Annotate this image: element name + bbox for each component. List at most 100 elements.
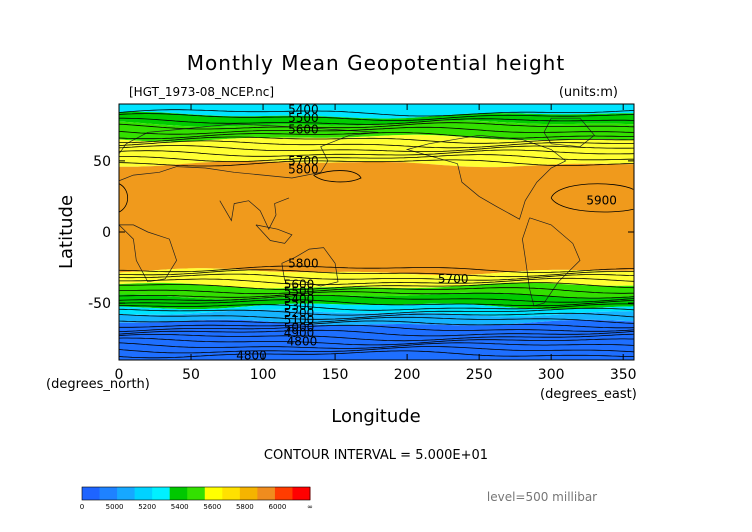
y-axis-ticks: 50 0 -50 [88,154,634,312]
y-unit-label: (degrees_north) [46,377,150,392]
contour-line [119,303,634,311]
colorbar-segment [292,487,311,500]
contour-labels: 5400550056005700580059005800570056005500… [236,103,617,363]
contour-line [119,269,634,278]
coastline-4 [405,134,567,220]
contour-line [119,273,634,281]
contour-line [119,277,634,286]
contour-line [119,287,634,295]
units-label: (units:m) [559,85,618,100]
contour-label: 5000 [284,320,315,334]
x-tick-label: 150 [322,367,349,383]
contour-line [119,350,634,359]
chart-title: Monthly Mean Geopotential height [187,51,565,75]
contour-line [119,140,634,149]
colorbar-segment [204,487,223,500]
contour-interval-label: CONTOUR INTERVAL = 5.000E+01 [264,448,488,463]
contour-line [119,136,634,144]
contour-lines [119,109,634,359]
contour-line [119,329,634,337]
contour-line [119,294,634,303]
contour-label: 5700 [438,272,469,286]
colorbar-segment [187,487,206,500]
contour-line [119,109,634,117]
colorbar-segment [99,487,118,500]
contour-label: 5600 [288,123,319,137]
contour-5900-west [119,183,129,213]
colorbar-segment [239,487,258,500]
x-tick-label: 250 [466,367,493,383]
contour-5900-pacific [313,170,362,183]
contour-line [119,346,634,354]
band-0 [119,104,634,119]
x-axis-title: Longitude [331,406,421,427]
contour-label: 5700 [288,154,319,168]
contour-line [119,291,634,299]
contour-line [119,320,634,329]
contour-line [119,145,634,152]
colorbar-tick-label: 5200 [138,503,156,511]
contour-line [119,316,634,324]
contour-line [119,307,634,316]
x-axis-ticks: 0 50 100 150 200 250 300 350 [115,104,637,383]
contour-label: 4900 [284,326,315,340]
contour-label: 4800 [236,349,267,363]
contour-label: 5500 [284,285,315,299]
level-label: level=500 millibar [487,490,597,504]
x-tick-label: 0 [115,367,124,383]
colorbar-segment [169,487,188,500]
colorbar-segment [274,487,293,500]
x-unit-label: (degrees_east) [540,387,637,402]
coastline-3 [522,217,581,307]
contour-line [119,113,634,121]
colorbar-segment [117,487,136,500]
contour-line [119,159,634,167]
contour-line [119,337,634,346]
contour-label: 5800 [288,256,319,270]
contour-line [119,324,634,333]
contour-line [119,126,634,135]
x-tick-label: 50 [182,367,200,383]
contour-5900-east [550,183,634,213]
band-9 [119,309,634,326]
dataset-label: [HGT_1973-08_NCEP.nc] [129,85,274,99]
contour-line [119,154,634,162]
contour-line [119,265,634,273]
colorbar-tick-label: 5600 [203,503,221,511]
colorbar-tick-label: 0 [80,503,84,511]
colorbar-frame [81,486,311,501]
contour-label: 4800 [287,335,318,349]
contour-line [119,299,634,307]
contour-label: 5400 [284,292,315,306]
contour-line [119,342,634,349]
coastline-1 [119,224,177,283]
y-axis-title: Latitude [56,195,77,269]
x-tick-label: 100 [250,367,277,383]
contour-label: 5600 [284,278,315,292]
y-tick-label: 50 [93,154,111,170]
colorbar-segment [134,487,153,500]
contour-label: 5800 [288,162,319,176]
y-tick-label: -50 [88,296,111,312]
colorbar-tick-label: 5800 [236,503,254,511]
contour-label: 5900 [586,194,617,208]
coastline-5 [219,197,290,231]
contour-line [119,122,634,130]
band-6 [119,282,634,300]
band-2 [119,120,634,142]
colorbar: 0 5000 5200 5400 5600 5800 6000 ∞ [80,486,313,511]
colorbar-segment [82,487,101,500]
colorbar-segment [152,487,171,500]
coastline-2 [281,247,339,287]
contour-label: 5500 [288,111,319,125]
contour-line [119,132,634,140]
coastline-7 [255,224,293,244]
x-tick-label: 350 [610,367,637,383]
contour-label: 5100 [284,313,315,327]
contour-line [119,117,634,125]
y-tick-label: 0 [102,225,111,241]
contour-line [119,149,634,157]
colorbar-tick-label: 5000 [106,503,124,511]
colorbar-tick-label: ∞ [307,503,313,511]
